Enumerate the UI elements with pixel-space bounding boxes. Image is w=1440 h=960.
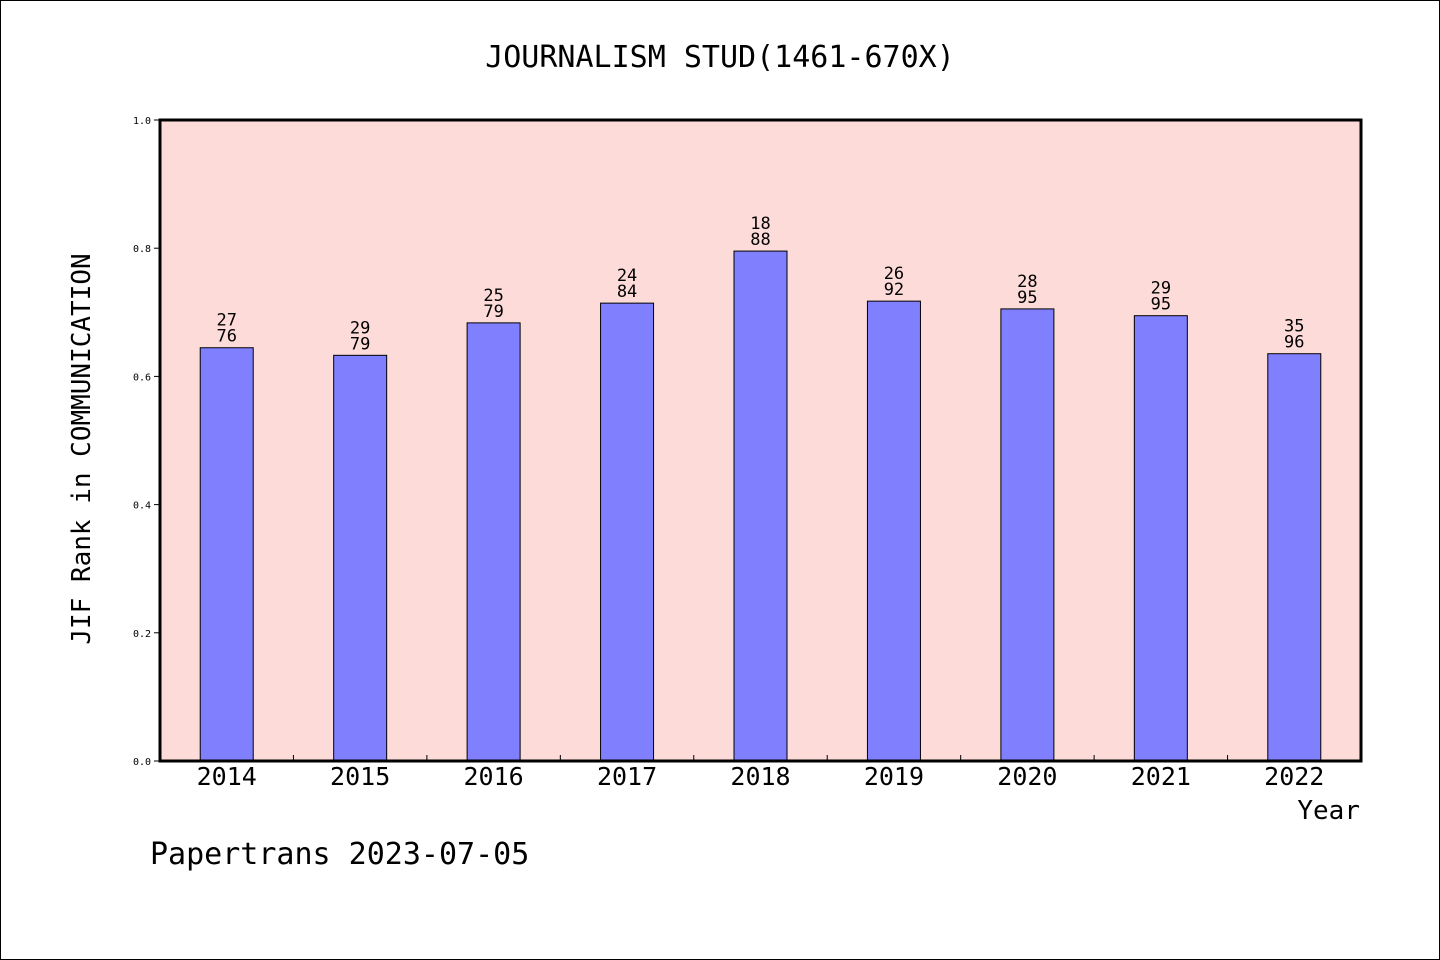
x-tick-label-2016: 2016 (464, 762, 524, 791)
bar-label-rank-2020: 28 (1017, 272, 1037, 292)
x-tick-label-2018: 2018 (730, 762, 790, 791)
plot-border (158, 118, 1363, 763)
bar-2017 (600, 302, 655, 762)
bar-2022 (1267, 353, 1322, 762)
x-tick-label-2015: 2015 (330, 762, 390, 791)
x-axis-title: Year (1297, 796, 1360, 826)
bar-label-rank-2021: 29 (1151, 279, 1171, 299)
bar-label-total-2018: 88 (750, 230, 770, 250)
x-tick-label-2019: 2019 (864, 762, 924, 791)
bar-label-rank-2017: 24 (617, 266, 637, 286)
y-tick-label-0.4: 0.4 (133, 501, 151, 512)
x-tick-label-2017: 2017 (597, 762, 657, 791)
x-tick-label-2022: 2022 (1264, 762, 1324, 791)
x-tick-label-2014: 2014 (197, 762, 257, 791)
y-axis-title: JIF Rank in COMMUNICATION (67, 253, 97, 644)
x-tick-label-2020: 2020 (997, 762, 1057, 791)
bar-2020 (1000, 308, 1055, 762)
bar-label-total-2016: 79 (483, 302, 503, 322)
x-axis: 2014 2015 2016 2017 2018 2019 2020 2021 2022 (197, 755, 1324, 791)
chart-title: JOURNALISM STUD(1461-670X) (485, 40, 955, 75)
bar-label-total-2014: 76 (216, 327, 236, 347)
bar-2019 (866, 300, 921, 762)
bar-2014 (199, 347, 254, 762)
x-tick-label-2021: 2021 (1131, 762, 1191, 791)
footer-watermark-text: Papertrans 2023-07-05 (150, 837, 529, 872)
y-tick-label-0.0: 0.0 (133, 757, 151, 768)
y-tick-label-1.0: 1.0 (133, 116, 151, 127)
bar-2018 (733, 250, 788, 762)
y-axis: 0.0 0.2 0.4 0.6 0.8 1.0 (133, 116, 160, 768)
bar-label-total-2020: 95 (1017, 288, 1037, 308)
bar-label-total-2017: 84 (617, 282, 637, 302)
bar-2016 (466, 322, 521, 762)
bar-2021 (1133, 315, 1188, 762)
bar-label-rank-2016: 25 (483, 286, 503, 306)
bars-group (199, 250, 1322, 762)
bar-label-total-2022: 96 (1284, 333, 1304, 353)
y-tick-label-0.6: 0.6 (133, 372, 151, 383)
bar-label-rank-2015: 29 (350, 318, 370, 338)
bar-label-total-2015: 79 (350, 334, 370, 354)
y-tick-label-0.2: 0.2 (133, 629, 151, 640)
bar-label-rank-2014: 27 (216, 311, 236, 331)
bar-label-rank-2019: 26 (884, 264, 904, 284)
y-tick-label-0.8: 0.8 (133, 244, 151, 255)
bar-label-rank-2018: 18 (750, 214, 770, 234)
bar-2015 (333, 354, 388, 762)
bar-label-total-2021: 95 (1151, 295, 1171, 315)
bar-label-rank-2022: 35 (1284, 317, 1304, 337)
bar-label-total-2019: 92 (884, 280, 904, 300)
